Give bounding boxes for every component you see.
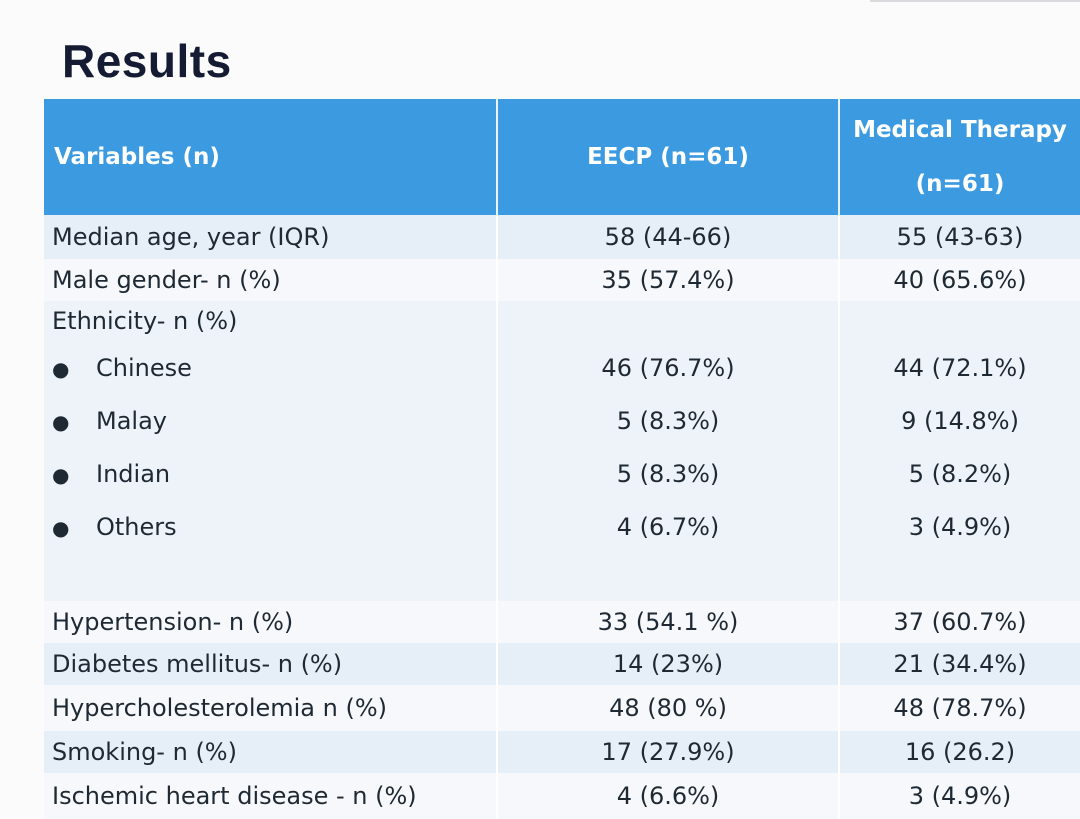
row-label: Chinese [96, 353, 192, 382]
row-label: Smoking- n (%) [44, 731, 498, 773]
header-mt-line2: (n=61) [915, 171, 1005, 197]
eecp-value: 4 (6.6%) [497, 773, 840, 819]
header-variables: Variables (n) [44, 99, 498, 215]
table-row: Ischemic heart disease - n (%) 4 (6.6%) … [44, 773, 1080, 819]
table-row: Male gender- n (%) 35 (57.4%) 40 (65.6%) [44, 259, 1080, 301]
mt-value [839, 301, 1080, 341]
eecp-value: 46 (76.7%) [497, 341, 840, 394]
mt-value: 44 (72.1%) [839, 341, 1080, 394]
eecp-value: 33 (54.1 %) [497, 601, 840, 643]
table-row: Hypercholesterolemia n (%) 48 (80 %) 48 … [44, 685, 1080, 731]
table-row: ● Chinese 46 (76.7%) 44 (72.1%) [44, 341, 1080, 394]
bullet-icon: ● [52, 409, 70, 434]
table-row: ● Indian 5 (8.3%) 5 (8.2%) [44, 447, 1080, 500]
table-row: Diabetes mellitus- n (%) 14 (23%) 21 (34… [44, 643, 1080, 685]
row-label: Indian [96, 459, 171, 488]
table-header-row: Variables (n) EECP (n=61) Medical Therap… [44, 99, 1080, 215]
row-label: Others [96, 512, 177, 541]
eecp-value: 4 (6.7%) [497, 500, 840, 553]
mt-value: 40 (65.6%) [839, 259, 1080, 301]
row-label: Diabetes mellitus- n (%) [44, 643, 498, 685]
eecp-value: 5 (8.3%) [497, 394, 840, 447]
row-label: Malay [96, 406, 167, 435]
eecp-value: 17 (27.9%) [497, 731, 840, 773]
mt-value: 3 (4.9%) [839, 500, 1080, 553]
eecp-value: 14 (23%) [497, 643, 840, 685]
top-divider [870, 0, 1080, 2]
results-table: Variables (n) EECP (n=61) Medical Therap… [44, 99, 1080, 819]
mt-value: 3 (4.9%) [839, 773, 1080, 819]
table-row: Ethnicity- n (%) [44, 301, 1080, 341]
row-label: Ethnicity- n (%) [44, 301, 498, 341]
row-label: Median age, year (IQR) [44, 215, 498, 259]
bullet-icon: ● [52, 515, 70, 540]
table-row: ● Malay 5 (8.3%) 9 (14.8%) [44, 394, 1080, 447]
row-label: Hypercholesterolemia n (%) [44, 685, 498, 731]
table-spacer-row [44, 553, 1080, 601]
slide-title: Results [62, 35, 232, 87]
row-label: Ischemic heart disease - n (%) [44, 773, 498, 819]
eecp-value: 58 (44-66) [497, 215, 840, 259]
eecp-value: 35 (57.4%) [497, 259, 840, 301]
row-label: Hypertension- n (%) [44, 601, 498, 643]
table-row: Hypertension- n (%) 33 (54.1 %) 37 (60.7… [44, 601, 1080, 643]
header-medical-therapy: Medical Therapy (n=61) [839, 99, 1080, 215]
bullet-icon: ● [52, 356, 70, 381]
table-row: ● Others 4 (6.7%) 3 (4.9%) [44, 500, 1080, 553]
header-mt-line1: Medical Therapy [853, 117, 1067, 143]
eecp-value: 5 (8.3%) [497, 447, 840, 500]
bullet-icon: ● [52, 462, 70, 487]
mt-value: 16 (26.2) [839, 731, 1080, 773]
mt-value: 48 (78.7%) [839, 685, 1080, 731]
mt-value: 21 (34.4%) [839, 643, 1080, 685]
mt-value: 5 (8.2%) [839, 447, 1080, 500]
mt-value: 9 (14.8%) [839, 394, 1080, 447]
row-label: Male gender- n (%) [44, 259, 498, 301]
table-row: Median age, year (IQR) 58 (44-66) 55 (43… [44, 215, 1080, 259]
mt-value: 55 (43-63) [839, 215, 1080, 259]
eecp-value: 48 (80 %) [497, 685, 840, 731]
mt-value: 37 (60.7%) [839, 601, 1080, 643]
eecp-value [497, 301, 840, 341]
table-row: Smoking- n (%) 17 (27.9%) 16 (26.2) [44, 731, 1080, 773]
header-eecp: EECP (n=61) [497, 99, 840, 215]
